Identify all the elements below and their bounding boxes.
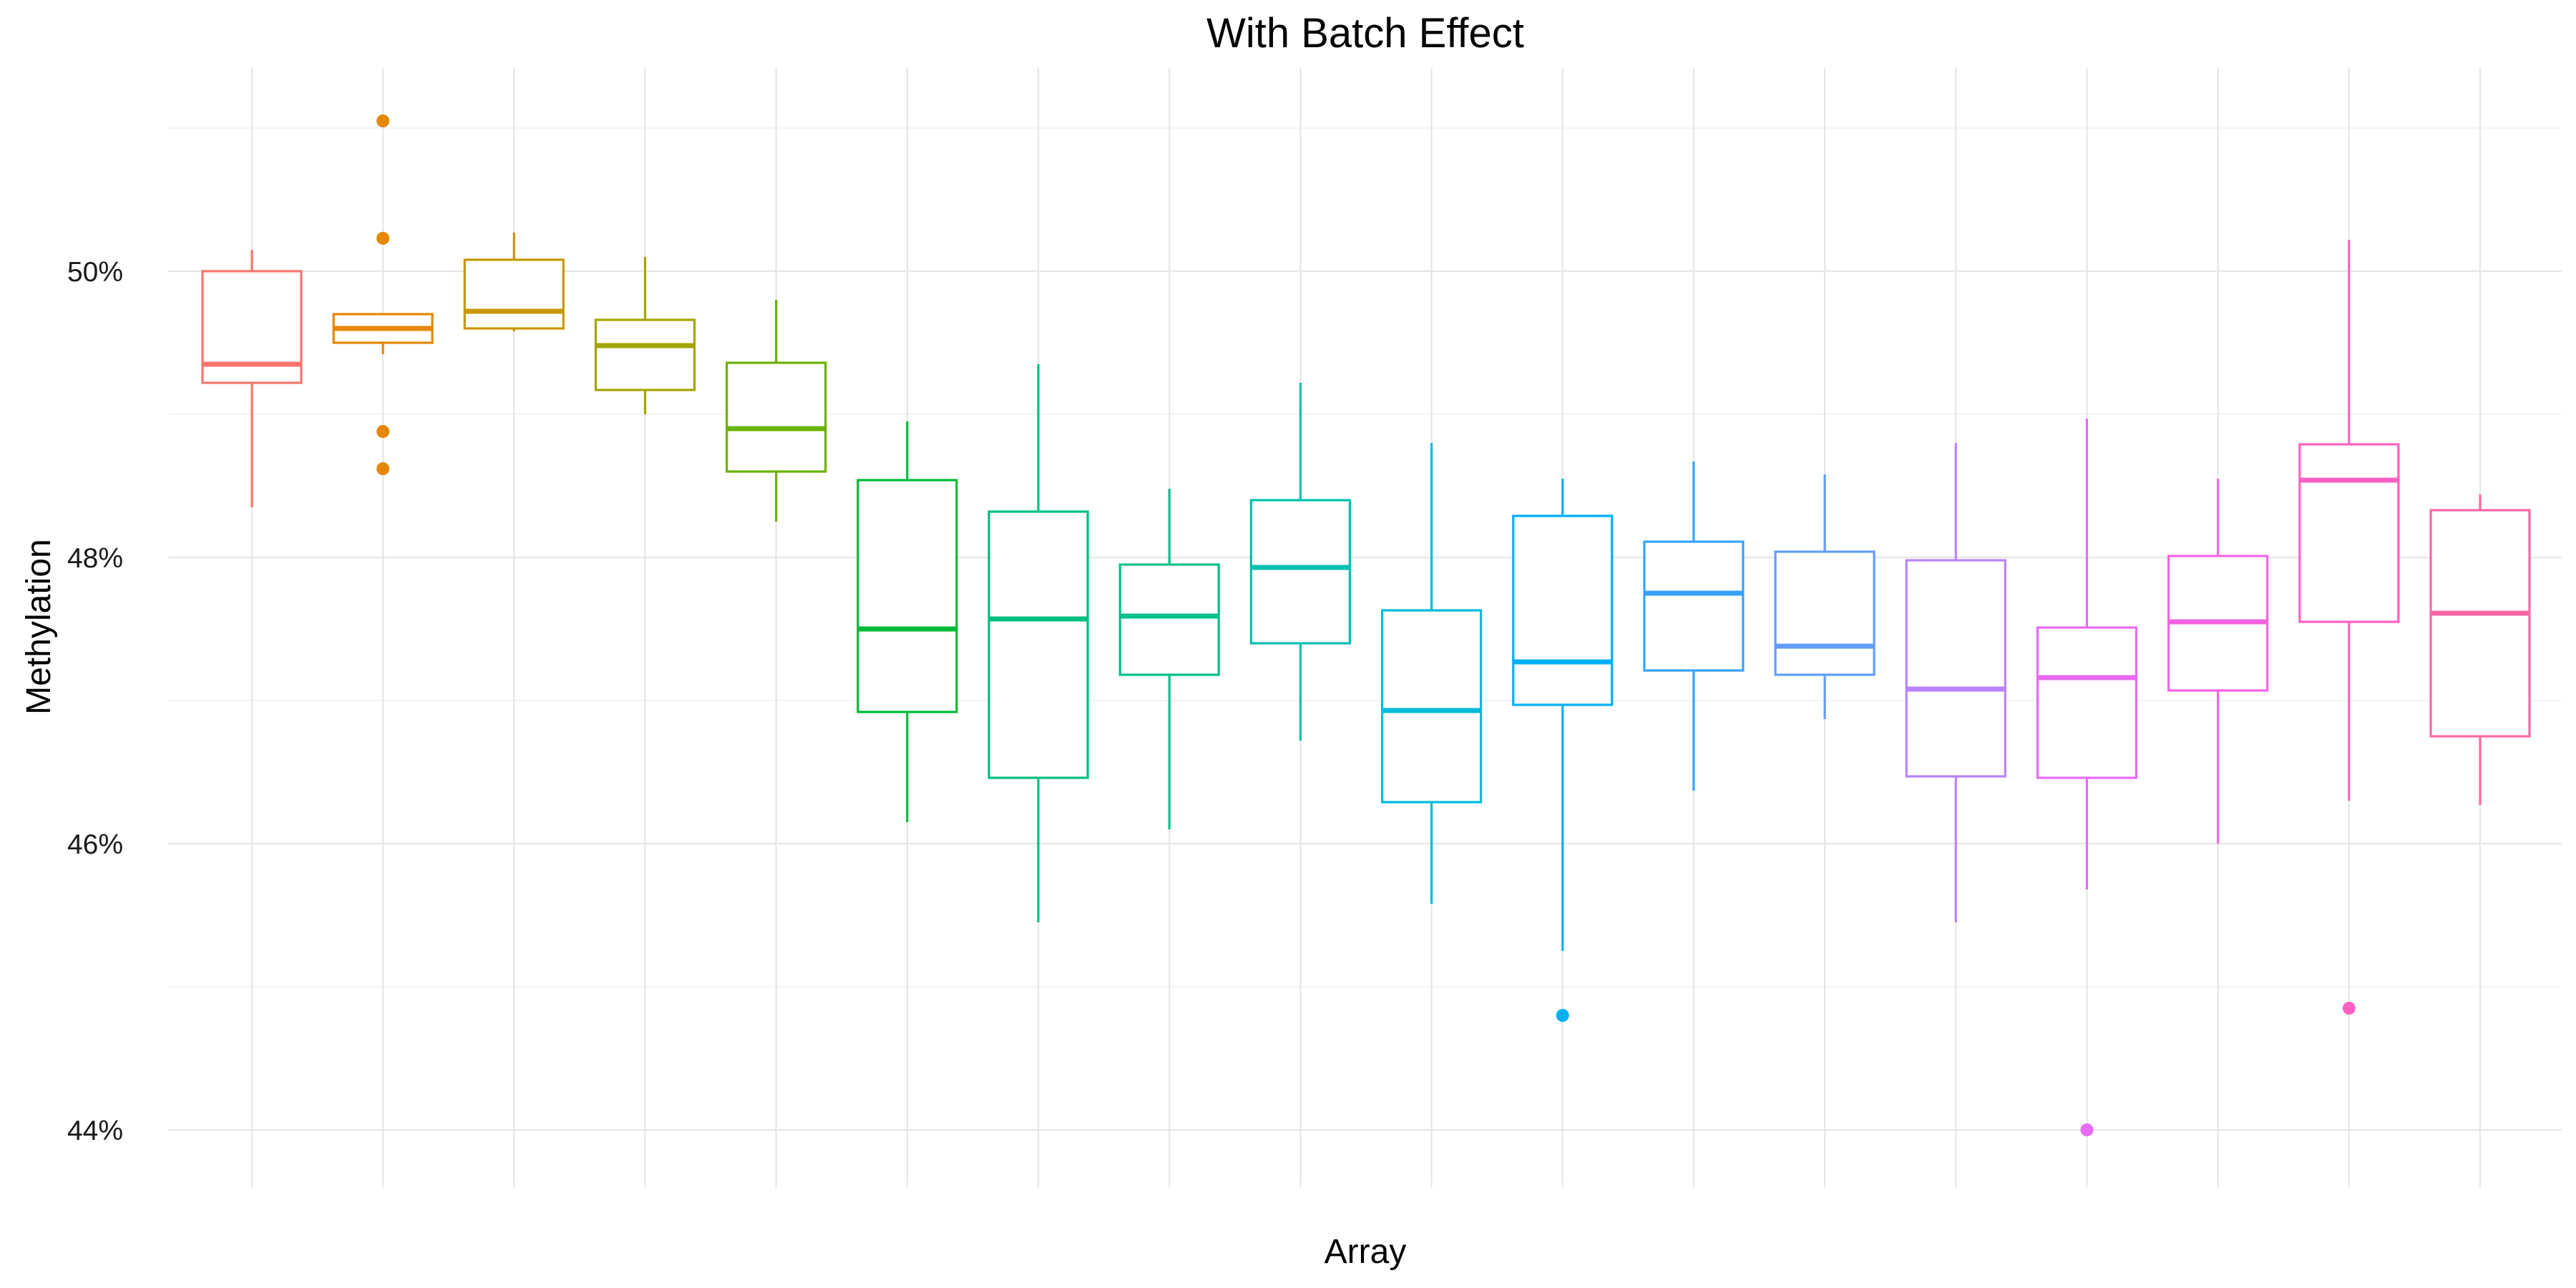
box-iqr bbox=[2298, 443, 2400, 623]
box-iqr bbox=[1380, 609, 1483, 804]
box-iqr bbox=[726, 361, 827, 473]
outlier-point bbox=[1556, 1009, 1569, 1022]
box-iqr bbox=[463, 258, 565, 330]
chart-title: With Batch Effect bbox=[1206, 10, 1524, 57]
box-iqr bbox=[1643, 540, 1745, 672]
outlier-point bbox=[376, 232, 390, 245]
box-iqr bbox=[1512, 514, 1614, 706]
box-iqr bbox=[1249, 499, 1352, 645]
y-tick-label: 50% bbox=[67, 257, 123, 288]
y-tick-label: 46% bbox=[67, 829, 123, 860]
box-array-12 bbox=[1643, 462, 1745, 791]
box-iqr bbox=[2036, 626, 2138, 779]
boxes bbox=[201, 114, 2531, 1136]
outlier-point bbox=[376, 425, 390, 438]
box-iqr bbox=[2429, 509, 2531, 738]
box-array-13 bbox=[1774, 474, 1875, 719]
box-array-5 bbox=[726, 300, 827, 522]
x-axis-label: Array bbox=[1324, 1233, 1407, 1271]
box-array-6 bbox=[857, 421, 958, 822]
box-iqr bbox=[987, 510, 1089, 779]
box-iqr bbox=[1118, 563, 1220, 676]
box-array-3 bbox=[463, 233, 565, 331]
outlier-point bbox=[376, 462, 390, 475]
box-iqr bbox=[1774, 550, 1875, 676]
box-iqr bbox=[857, 479, 958, 713]
box-array-9 bbox=[1249, 383, 1352, 741]
box-iqr bbox=[594, 318, 696, 391]
y-axis-label: Methylation bbox=[20, 539, 58, 714]
y-axis-tick-labels: 44% 46% 48% 50% bbox=[67, 257, 123, 1146]
box-array-4 bbox=[594, 257, 696, 414]
box-array-8 bbox=[1118, 489, 1220, 829]
outlier-point bbox=[2342, 1002, 2356, 1015]
y-tick-label: 44% bbox=[67, 1116, 123, 1146]
outlier-point bbox=[376, 114, 390, 127]
box-array-10 bbox=[1380, 443, 1483, 904]
box-array-11 bbox=[1512, 479, 1614, 1022]
box-array-1 bbox=[201, 250, 303, 507]
box-array-18 bbox=[2429, 494, 2531, 805]
box-array-15 bbox=[2036, 419, 2138, 1136]
box-array-16 bbox=[2167, 479, 2269, 844]
y-tick-label: 48% bbox=[67, 543, 123, 574]
box-array-2 bbox=[332, 114, 434, 475]
x-axis-ticks bbox=[251, 1181, 2481, 1188]
box-array-17 bbox=[2298, 240, 2400, 1015]
box-array-7 bbox=[987, 364, 1089, 922]
box-iqr bbox=[1905, 559, 2006, 778]
box-array-14 bbox=[1905, 443, 2006, 922]
outlier-point bbox=[2080, 1123, 2094, 1136]
